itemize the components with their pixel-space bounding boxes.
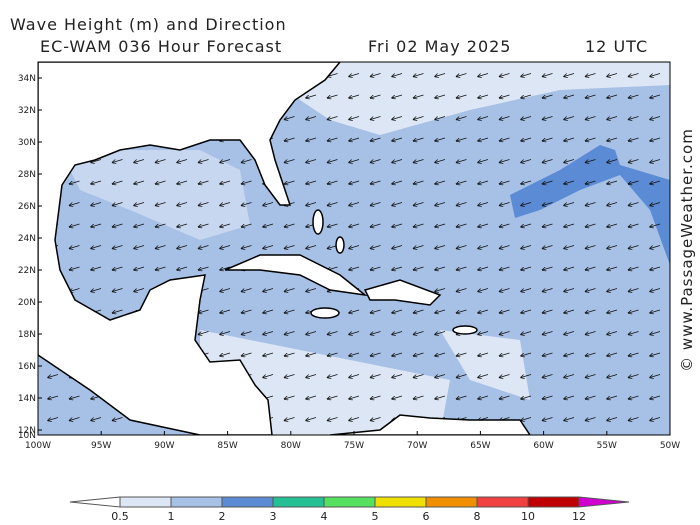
land	[38, 62, 341, 435]
legend-swatch	[221, 496, 274, 508]
legend-swatch	[476, 496, 529, 508]
lat-label: 10N	[18, 431, 36, 441]
lon-label: 90W	[154, 441, 174, 451]
legend-label: 0.5	[111, 510, 129, 523]
lon-label: 70W	[407, 441, 427, 451]
lat-label: 24N	[18, 234, 36, 244]
legend-swatch	[119, 496, 172, 508]
watermark: © www.PassageWeather.com	[678, 128, 696, 372]
legend-label: 5	[372, 510, 379, 523]
legend-swatch	[527, 496, 580, 508]
legend-swatch	[170, 496, 223, 508]
legend-label: 2	[219, 510, 226, 523]
puerto-rico	[452, 325, 478, 335]
lon-label: 80W	[281, 441, 301, 451]
lon-label: 100W	[25, 441, 51, 451]
lat-label: 12N	[18, 426, 36, 436]
lat-label: 16N	[18, 362, 36, 372]
lat-label: 34N	[18, 74, 36, 84]
lat-label: 30N	[18, 138, 36, 148]
legend-over	[578, 496, 630, 508]
lon-label: 50W	[660, 441, 680, 451]
lat-label: 20N	[18, 298, 36, 308]
bahamas	[335, 236, 345, 254]
legend-label: 3	[270, 510, 277, 523]
lon-label: 95W	[91, 441, 111, 451]
lon-label: 60W	[533, 441, 553, 451]
cuba	[224, 254, 368, 297]
legend-label: 12	[572, 510, 586, 523]
south-america	[329, 414, 531, 435]
lat-label: 32N	[18, 106, 36, 116]
bahamas	[312, 209, 324, 235]
legend-swatch	[425, 496, 478, 508]
legend-swatch	[323, 496, 376, 508]
lat-label: 26N	[18, 202, 36, 212]
legend-label: 10	[521, 510, 535, 523]
lon-label: 65W	[470, 441, 490, 451]
lat-label: 18N	[18, 330, 36, 340]
map	[38, 62, 670, 435]
jamaica	[310, 307, 340, 319]
lat-label: 28N	[18, 170, 36, 180]
lon-label: 75W	[344, 441, 364, 451]
lon-label: 55W	[597, 441, 617, 451]
legend-label: 6	[423, 510, 430, 523]
legend-swatch	[374, 496, 427, 508]
legend-under	[69, 496, 121, 508]
time: 12 UTC	[585, 37, 648, 56]
lat-label: 22N	[18, 266, 36, 276]
title: Wave Height (m) and Direction	[10, 15, 287, 34]
lat-label: 14N	[18, 394, 36, 404]
date: Fri 02 May 2025	[368, 37, 511, 56]
legend-label: 4	[321, 510, 328, 523]
subtitle: EC-WAM 036 Hour Forecast	[40, 37, 282, 56]
lon-label: 85W	[217, 441, 237, 451]
legend-label: 1	[168, 510, 175, 523]
legend-label: 8	[474, 510, 481, 523]
legend-swatch	[272, 496, 325, 508]
hispaniola	[363, 279, 442, 306]
